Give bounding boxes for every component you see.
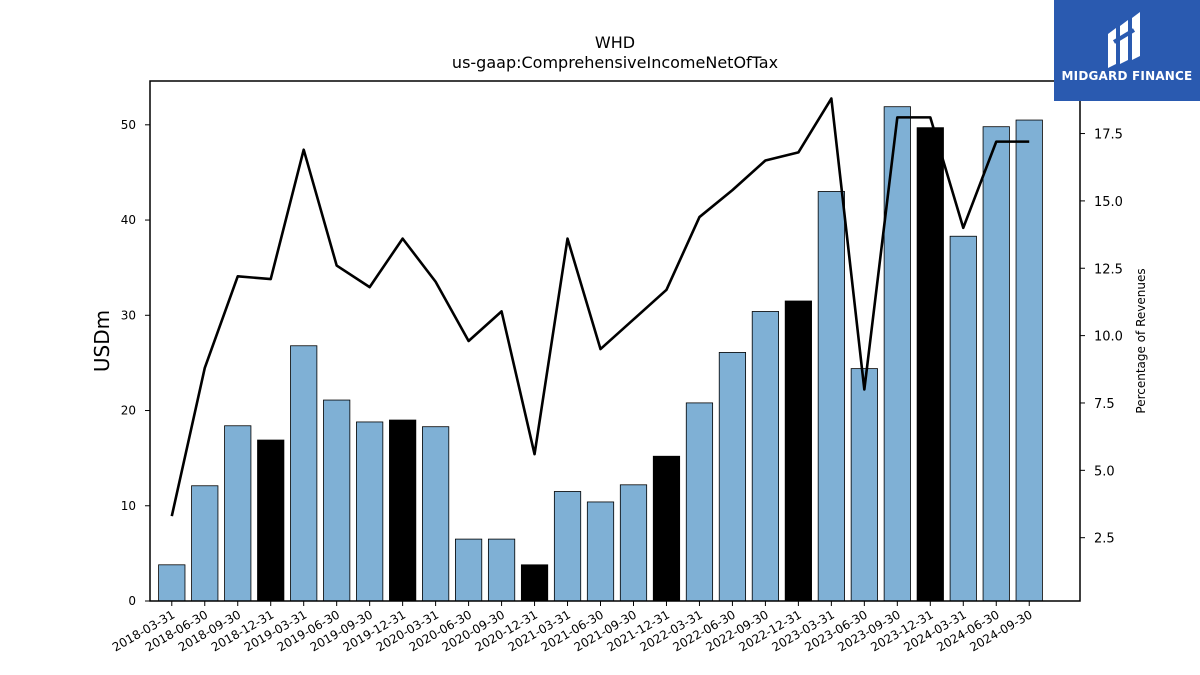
bar-2018-09-30 — [224, 425, 252, 602]
y2-tick-label-7.5: 7.5 — [1094, 397, 1115, 412]
bar-2024-03-31 — [949, 235, 977, 602]
bar-2024-06-30 — [982, 126, 1010, 602]
bar-2024-09-30 — [1015, 119, 1043, 602]
percentage-line — [170, 97, 1030, 517]
y2-tick-label-15: 15.0 — [1094, 195, 1123, 210]
line-layer — [170, 97, 1030, 517]
y2-tick-label-12.5: 12.5 — [1094, 262, 1123, 277]
bar-2023-12-31 — [916, 127, 944, 602]
bar-2021-12-31 — [652, 455, 681, 602]
bar-2022-03-31 — [685, 402, 714, 602]
brand-logo: MIDGARD FINANCE — [1054, 0, 1200, 101]
y2-tick-label-10: 10.0 — [1094, 330, 1123, 345]
logo-text: MIDGARD FINANCE — [1061, 69, 1193, 83]
bar-2018-12-31 — [257, 439, 285, 602]
y-tick-label-40: 40 — [121, 213, 136, 227]
bar-2022-09-30 — [751, 311, 779, 602]
bar-2023-09-30 — [883, 106, 911, 602]
y2-tick-label-5: 5.0 — [1094, 464, 1115, 479]
bar-2022-06-30 — [718, 352, 747, 602]
bar-2020-03-31 — [422, 426, 450, 602]
logo-mark-icon — [1108, 12, 1140, 68]
bar-2018-06-30 — [191, 485, 219, 602]
plot-frame — [149, 80, 1081, 602]
y-tick-label-30: 30 — [121, 308, 136, 322]
bar-2021-03-31 — [553, 491, 582, 602]
y-axis-label: USDm — [90, 310, 114, 372]
y2-tick-label-17.5: 17.5 — [1094, 128, 1123, 143]
bars-layer — [158, 106, 1043, 602]
bar-2019-09-30 — [356, 421, 384, 602]
y-tick-label-10: 10 — [121, 499, 136, 513]
bar-2019-03-31 — [290, 345, 318, 602]
chart-subtitle: us-gaap:ComprehensiveIncomeNetOfTax — [452, 53, 778, 72]
y2-axis-label: Percentage of Revenues — [1134, 268, 1148, 413]
bar-2022-12-31 — [784, 300, 812, 602]
bar-2020-12-31 — [520, 564, 549, 602]
y-tick-label-20: 20 — [121, 404, 136, 418]
bar-2020-09-30 — [487, 538, 516, 602]
y-tick-label-50: 50 — [121, 118, 136, 132]
bar-2019-06-30 — [323, 399, 351, 602]
bar-2018-03-31 — [158, 564, 186, 602]
bar-2023-06-30 — [850, 368, 878, 602]
bar-2021-06-30 — [586, 501, 615, 602]
bar-2019-12-31 — [389, 419, 417, 602]
chart-title: WHD — [595, 33, 635, 52]
bar-2023-03-31 — [817, 191, 845, 602]
y-tick-label-0: 0 — [128, 594, 136, 608]
bar-2020-06-30 — [454, 538, 483, 602]
bar-2021-09-30 — [619, 484, 648, 602]
y2-tick-label-2.5: 2.5 — [1094, 532, 1115, 547]
